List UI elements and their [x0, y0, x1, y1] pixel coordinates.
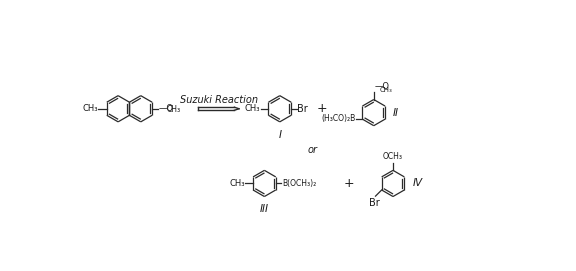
Text: CH₃: CH₃ — [82, 104, 97, 113]
Text: Br: Br — [369, 198, 380, 208]
Text: CH₃: CH₃ — [380, 86, 393, 93]
Text: —O: —O — [374, 82, 389, 91]
Text: III: III — [260, 204, 269, 214]
Text: I: I — [278, 130, 281, 140]
Text: +: + — [317, 102, 328, 115]
Text: CH₃: CH₃ — [166, 105, 181, 114]
Text: OCH₃: OCH₃ — [383, 152, 403, 161]
Text: Suzuki Reaction: Suzuki Reaction — [180, 95, 257, 105]
Text: CH₃: CH₃ — [229, 179, 245, 188]
Text: II: II — [393, 108, 399, 118]
Text: or: or — [307, 145, 317, 155]
Text: +: + — [344, 177, 354, 190]
Text: (H₃CO)₂B: (H₃CO)₂B — [321, 114, 355, 123]
Text: IV: IV — [412, 178, 422, 188]
Text: CH₃: CH₃ — [244, 104, 260, 113]
Text: B(OCH₃)₂: B(OCH₃)₂ — [282, 179, 316, 188]
Text: Br: Br — [297, 104, 308, 114]
Text: —O: —O — [159, 104, 174, 113]
